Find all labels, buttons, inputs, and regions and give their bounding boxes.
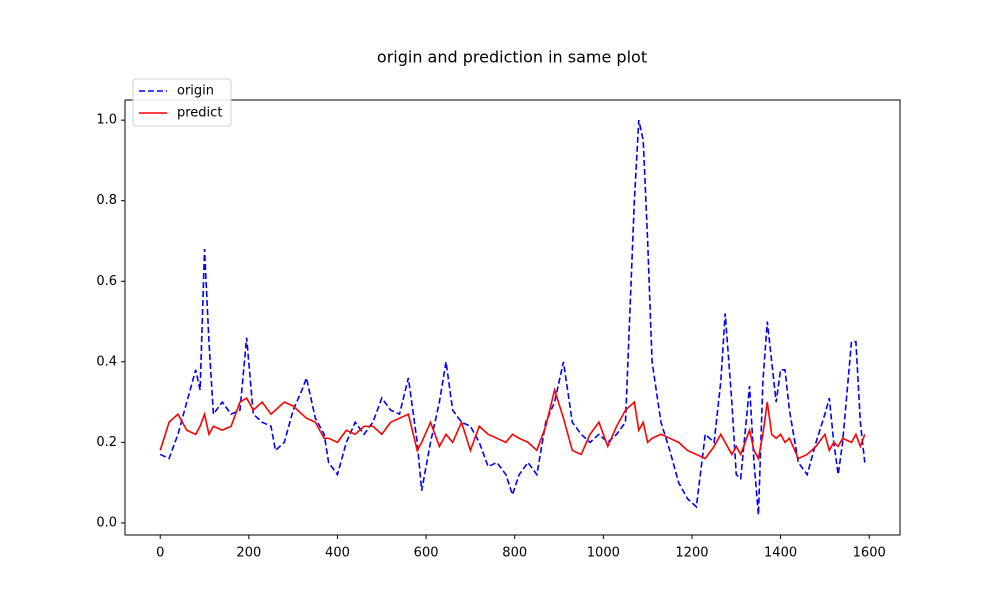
x-tick-label: 400 bbox=[325, 546, 350, 561]
legend: origin predict bbox=[132, 78, 232, 127]
x-tick-label: 800 bbox=[502, 546, 527, 561]
y-tick-label: 0.6 bbox=[96, 274, 117, 289]
x-tick-label: 600 bbox=[414, 546, 439, 561]
x-tick-label: 1400 bbox=[764, 546, 797, 561]
x-tick-label: 1200 bbox=[675, 546, 708, 561]
y-tick-label: 0.4 bbox=[96, 354, 117, 369]
series-line bbox=[159, 119, 866, 515]
y-tick-label: 0.2 bbox=[96, 435, 117, 450]
series-line bbox=[159, 387, 866, 461]
chart-title: origin and prediction in same plot bbox=[377, 48, 647, 67]
plot-frame bbox=[124, 99, 901, 536]
x-tick-label: 200 bbox=[236, 546, 261, 561]
x-tick-label: 0 bbox=[156, 546, 164, 561]
y-tick-label: 0.8 bbox=[96, 193, 117, 208]
y-tick-label: 1.0 bbox=[96, 113, 117, 128]
y-tick-label: 0.0 bbox=[96, 515, 117, 530]
x-tick-label: 1000 bbox=[587, 546, 620, 561]
legend-label: predict bbox=[177, 106, 222, 121]
legend-label: origin bbox=[177, 84, 214, 99]
x-tick-label: 1600 bbox=[853, 546, 886, 561]
